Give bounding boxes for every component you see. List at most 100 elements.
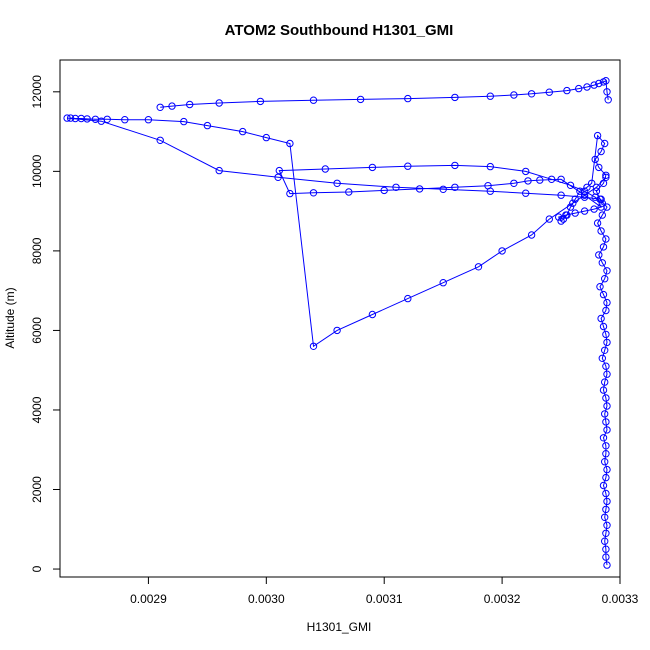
data-point (451, 93, 459, 102)
data-point (602, 505, 610, 514)
data-point (498, 247, 506, 255)
data-point (603, 88, 611, 96)
x-axis: 0.0029 0.0030 0.0031 0.0032 0.0033 (130, 577, 639, 606)
data-point (63, 114, 71, 122)
data-point (66, 114, 75, 122)
data-point (597, 227, 605, 235)
data-point (580, 207, 589, 215)
data-point (602, 489, 610, 498)
data-point (601, 378, 609, 386)
data-point (602, 529, 610, 537)
data-point (595, 163, 603, 172)
data-point (563, 86, 571, 95)
data-point (333, 326, 341, 335)
x-tick-label: 0.0029 (130, 592, 167, 606)
data-point (599, 290, 608, 299)
data-point (274, 173, 282, 182)
data-point (603, 298, 611, 307)
data-point (527, 231, 536, 239)
data-point (547, 175, 556, 184)
y-tick-label: 0 (30, 565, 44, 572)
data-point (603, 521, 611, 529)
y-tick-label: 4000 (30, 396, 44, 423)
data-point (603, 338, 611, 347)
data-point (591, 155, 599, 164)
data-point (557, 175, 565, 184)
series-line (278, 134, 608, 566)
data-point (439, 185, 447, 194)
data-point (576, 187, 584, 195)
data-point (524, 177, 532, 185)
data-point (510, 179, 518, 188)
data-point (602, 330, 610, 339)
data-point (333, 179, 341, 188)
data-point (602, 306, 610, 315)
data-point (557, 191, 565, 199)
data-point (380, 186, 388, 195)
data-point (603, 497, 611, 506)
data-point (602, 171, 610, 180)
data-point (545, 88, 553, 96)
data-point (597, 203, 605, 211)
y-tick-label: 8000 (30, 237, 44, 264)
data-point (602, 442, 610, 450)
data-point (602, 77, 610, 85)
data-point (601, 346, 609, 354)
data-point (603, 426, 611, 434)
data-point (144, 116, 153, 124)
x-tick-label: 0.0031 (366, 592, 403, 606)
data-point (77, 114, 85, 123)
data-point (599, 434, 608, 442)
plot-area (63, 77, 612, 569)
data-point (156, 103, 164, 112)
data-point (404, 162, 412, 170)
data-point (593, 131, 602, 140)
data-point (583, 183, 591, 192)
data-point (203, 121, 212, 130)
data-point (566, 181, 575, 190)
data-point (601, 537, 609, 545)
data-point (486, 187, 494, 195)
data-point (486, 162, 494, 171)
data-point (592, 183, 601, 192)
series-line (160, 79, 609, 108)
data-point (536, 176, 544, 184)
data-point (602, 418, 610, 426)
data-point (562, 211, 570, 219)
data-point (599, 243, 608, 251)
data-point (575, 84, 583, 93)
y-axis: 0 2000 4000 6000 8000 10000 12000 (30, 75, 60, 572)
data-point (603, 465, 611, 474)
data-point (601, 513, 609, 521)
data-point (601, 139, 609, 148)
data-point (545, 215, 553, 223)
series-line (67, 117, 607, 348)
data-point (595, 79, 603, 88)
data-point (527, 90, 536, 98)
data-point (569, 199, 577, 207)
data-point (256, 97, 265, 106)
chart-title: ATOM2 Southbound H1301_GMI (225, 22, 454, 39)
data-point (602, 553, 610, 561)
data-point (559, 215, 568, 223)
data-point (602, 173, 610, 182)
data-point (180, 117, 188, 126)
y-tick-label: 10000 (30, 154, 44, 188)
data-point (486, 92, 494, 100)
y-tick-label: 6000 (30, 317, 44, 344)
data-point (368, 163, 377, 172)
data-point (215, 166, 223, 175)
data-point (598, 354, 606, 362)
data-point (522, 167, 530, 176)
x-axis-label: H1301_GMI (307, 620, 372, 634)
data-point (286, 139, 294, 148)
data-point (580, 191, 589, 199)
data-point (602, 394, 610, 402)
data-point (309, 189, 318, 197)
data-point (603, 267, 611, 275)
data-point (601, 410, 609, 418)
data-point (345, 188, 353, 196)
data-point (156, 136, 164, 145)
data-point (602, 362, 610, 370)
data-point (599, 481, 608, 490)
